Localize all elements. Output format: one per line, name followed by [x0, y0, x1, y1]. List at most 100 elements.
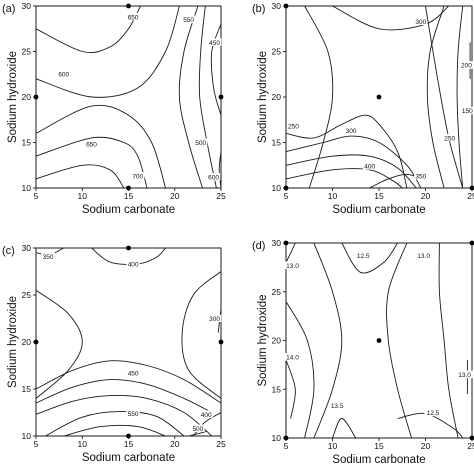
- design-point: [218, 94, 224, 100]
- y-tick-label: 15: [272, 138, 282, 148]
- x-tick-label: 25: [216, 191, 226, 201]
- contour-label-bg: [354, 251, 372, 260]
- y-tick-label: 25: [22, 47, 32, 57]
- panel-label: (b): [252, 3, 265, 15]
- contour-line: [35, 379, 213, 413]
- contour-label-bg: [414, 17, 428, 25]
- x-tick-label: 10: [78, 439, 88, 449]
- contour-label-bg: [206, 173, 221, 181]
- y-tick-label: 20: [22, 92, 32, 102]
- contour-label-bg: [199, 410, 213, 418]
- contour-label-bg: [414, 172, 428, 180]
- design-point: [469, 240, 474, 246]
- x-tick-label: 20: [170, 191, 180, 201]
- contour-label-bg: [460, 106, 474, 115]
- contour-label: 500: [192, 426, 203, 433]
- contour-label-bg: [283, 261, 302, 269]
- contour-line: [285, 135, 422, 189]
- y-tick-label: 10: [272, 183, 282, 193]
- y-tick-label: 20: [22, 337, 32, 347]
- y-tick-label: 30: [22, 243, 32, 253]
- contour-label: 400: [364, 164, 375, 171]
- contour-line: [178, 5, 203, 189]
- contour-line: [386, 242, 413, 439]
- contour-line: [45, 411, 185, 437]
- contour-label: 350: [415, 174, 426, 181]
- contour-label: 300: [346, 128, 357, 135]
- x-tick-label: 5: [34, 439, 39, 449]
- contour-line: [181, 271, 222, 399]
- contour-label: 250: [444, 135, 455, 142]
- panel-label: (c): [2, 245, 15, 257]
- design-point: [218, 339, 224, 345]
- contour-label: 650: [128, 14, 139, 21]
- contour-label-bg: [131, 172, 145, 180]
- contour-line: [35, 5, 180, 98]
- x-tick-label: 20: [421, 191, 431, 201]
- x-tick-label: 25: [467, 441, 474, 451]
- contour-label: 13.0: [458, 372, 471, 379]
- contour-label-bg: [442, 133, 457, 142]
- contour-line: [35, 394, 213, 437]
- x-tick-label: 15: [124, 191, 134, 201]
- contour-line: [35, 164, 125, 189]
- contour-line: [35, 5, 141, 54]
- contour-label: 550: [183, 17, 194, 24]
- contour-label: 400: [128, 261, 139, 268]
- contour-label-bg: [57, 70, 71, 78]
- contour-label-bg: [191, 424, 205, 432]
- plot-frame: [35, 5, 222, 189]
- contour-label-bg: [424, 408, 442, 417]
- y-tick-label: 10: [272, 433, 282, 443]
- contour-label-bg: [328, 401, 346, 410]
- contour-label-bg: [126, 259, 140, 268]
- contour-label: 12.5: [357, 253, 370, 260]
- contour-label-bg: [193, 138, 208, 146]
- contour-line: [35, 289, 83, 399]
- contour-label: 200: [461, 63, 472, 70]
- contour-line: [313, 242, 343, 439]
- contour-label: 600: [58, 72, 69, 79]
- contour-line: [456, 5, 464, 189]
- x-axis-label: Sodium carbonate: [332, 204, 425, 216]
- contour-label-bg: [126, 369, 140, 377]
- y-axis-label: Sodium hydroxide: [7, 296, 19, 388]
- contour-label-bg: [286, 122, 301, 130]
- contour-line: [332, 5, 450, 31]
- contour-line: [198, 5, 217, 189]
- y-tick-label: 15: [22, 138, 32, 148]
- contour-label: 700: [132, 174, 143, 181]
- contour-label: 150: [462, 108, 473, 115]
- y-tick-label: 10: [22, 431, 32, 441]
- y-tick-label: 30: [272, 238, 282, 248]
- contour-line: [285, 168, 403, 189]
- contour-line: [397, 412, 464, 439]
- contour-label-bg: [41, 252, 55, 260]
- contour-line: [285, 301, 315, 439]
- contour-line: [210, 24, 222, 116]
- x-tick-label: 20: [170, 439, 180, 449]
- contour-label: 550: [128, 411, 139, 418]
- contour-line: [285, 359, 296, 419]
- contour-label: 500: [195, 140, 206, 147]
- contour-label: 13.0: [417, 253, 430, 260]
- contour-label: 450: [209, 40, 220, 47]
- x-tick-label: 10: [328, 441, 338, 451]
- contour-line: [192, 412, 222, 437]
- contour-line: [35, 360, 222, 404]
- x-axis-label: Sodium carbonate: [82, 204, 175, 216]
- y-tick-label: 25: [272, 287, 282, 297]
- x-axis-label: Sodium carbonate: [82, 452, 175, 464]
- x-axis-label: Sodium carbonate: [332, 454, 425, 466]
- y-tick-label: 15: [22, 384, 32, 394]
- y-tick-label: 20: [272, 92, 282, 102]
- panel-label: (d): [252, 240, 265, 252]
- contour-label: 13.5: [331, 403, 344, 410]
- contour-line: [285, 114, 408, 189]
- contour-line: [304, 5, 334, 189]
- contour-line: [285, 154, 417, 189]
- contour-line: [63, 424, 166, 437]
- y-axis-label: Sodium hydroxide: [257, 294, 269, 386]
